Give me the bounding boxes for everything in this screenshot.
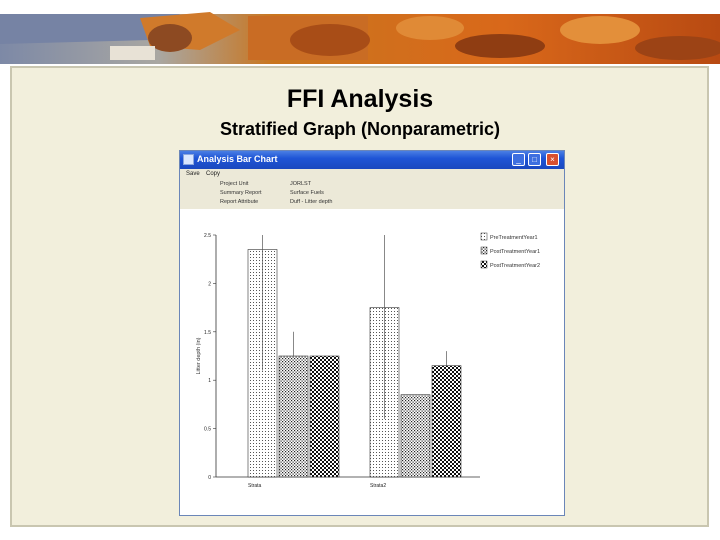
report-metadata: Project Unit JORLST Summary Report Surfa… bbox=[180, 179, 564, 209]
bar-PostTreatmentYear2-Strata2 bbox=[431, 365, 462, 478]
legend-swatch bbox=[480, 246, 488, 255]
x-tick-label: Strata2 bbox=[370, 483, 386, 489]
bar-PostTreatmentYear2-Strata bbox=[309, 355, 340, 478]
bar-chart: 0 0.5 1 1.5 2 2.5 Litter depth (in) Strata Strat… bbox=[196, 232, 540, 489]
meta-key-project: Project Unit bbox=[220, 181, 249, 187]
bar-PostTreatmentYear1-Strata bbox=[278, 355, 309, 478]
y-axis-label: Litter depth (in) bbox=[196, 337, 202, 374]
x-tick-label: Strata bbox=[248, 483, 262, 489]
menu-bar: Save Copy bbox=[180, 169, 564, 179]
window-title: Analysis Bar Chart bbox=[197, 154, 278, 164]
meta-value-summary: Surface Fuels bbox=[290, 190, 324, 196]
chart-app-icon bbox=[183, 154, 194, 165]
y-tick-label: 0 bbox=[208, 475, 211, 481]
legend-label: PostTreatmentYear1 bbox=[490, 249, 540, 255]
bar-PostTreatmentYear1-Strata2 bbox=[400, 394, 431, 478]
y-tick-label: 2 bbox=[208, 281, 211, 287]
analysis-window: Analysis Bar Chart _ □ × Save Copy Proje… bbox=[179, 150, 565, 516]
maximize-button[interactable]: □ bbox=[528, 153, 541, 166]
legend-swatch bbox=[480, 260, 488, 269]
y-tick-label: 0.5 bbox=[204, 427, 211, 433]
meta-value-attribute: Duff - Litter depth bbox=[290, 199, 333, 205]
legend-label: PreTreatmentYear1 bbox=[490, 235, 538, 241]
meta-key-summary: Summary Report bbox=[220, 190, 262, 196]
y-tick-label: 2.5 bbox=[204, 233, 211, 239]
menu-save[interactable]: Save bbox=[186, 171, 200, 177]
slide-title: FFI Analysis bbox=[286, 85, 434, 113]
minimize-button[interactable]: _ bbox=[512, 153, 525, 166]
legend-label: PostTreatmentYear2 bbox=[490, 263, 540, 269]
y-tick-label: 1.5 bbox=[204, 330, 211, 336]
plot-area: 0 0.5 1 1.5 2 2.5 Litter depth (in) Strata Strat… bbox=[196, 232, 540, 489]
meta-value-project: JORLST bbox=[290, 181, 312, 187]
y-tick-label: 1 bbox=[208, 378, 211, 384]
menu-copy[interactable]: Copy bbox=[206, 171, 221, 177]
slide-subtitle: Stratified Graph (Nonparametric) bbox=[219, 119, 501, 139]
legend-swatch bbox=[480, 232, 488, 241]
window-titlebar[interactable]: Analysis Bar Chart _ □ × bbox=[180, 151, 564, 169]
close-button[interactable]: × bbox=[546, 153, 559, 166]
meta-key-attribute: Report Attribute bbox=[220, 199, 259, 205]
header-banner bbox=[0, 0, 720, 64]
